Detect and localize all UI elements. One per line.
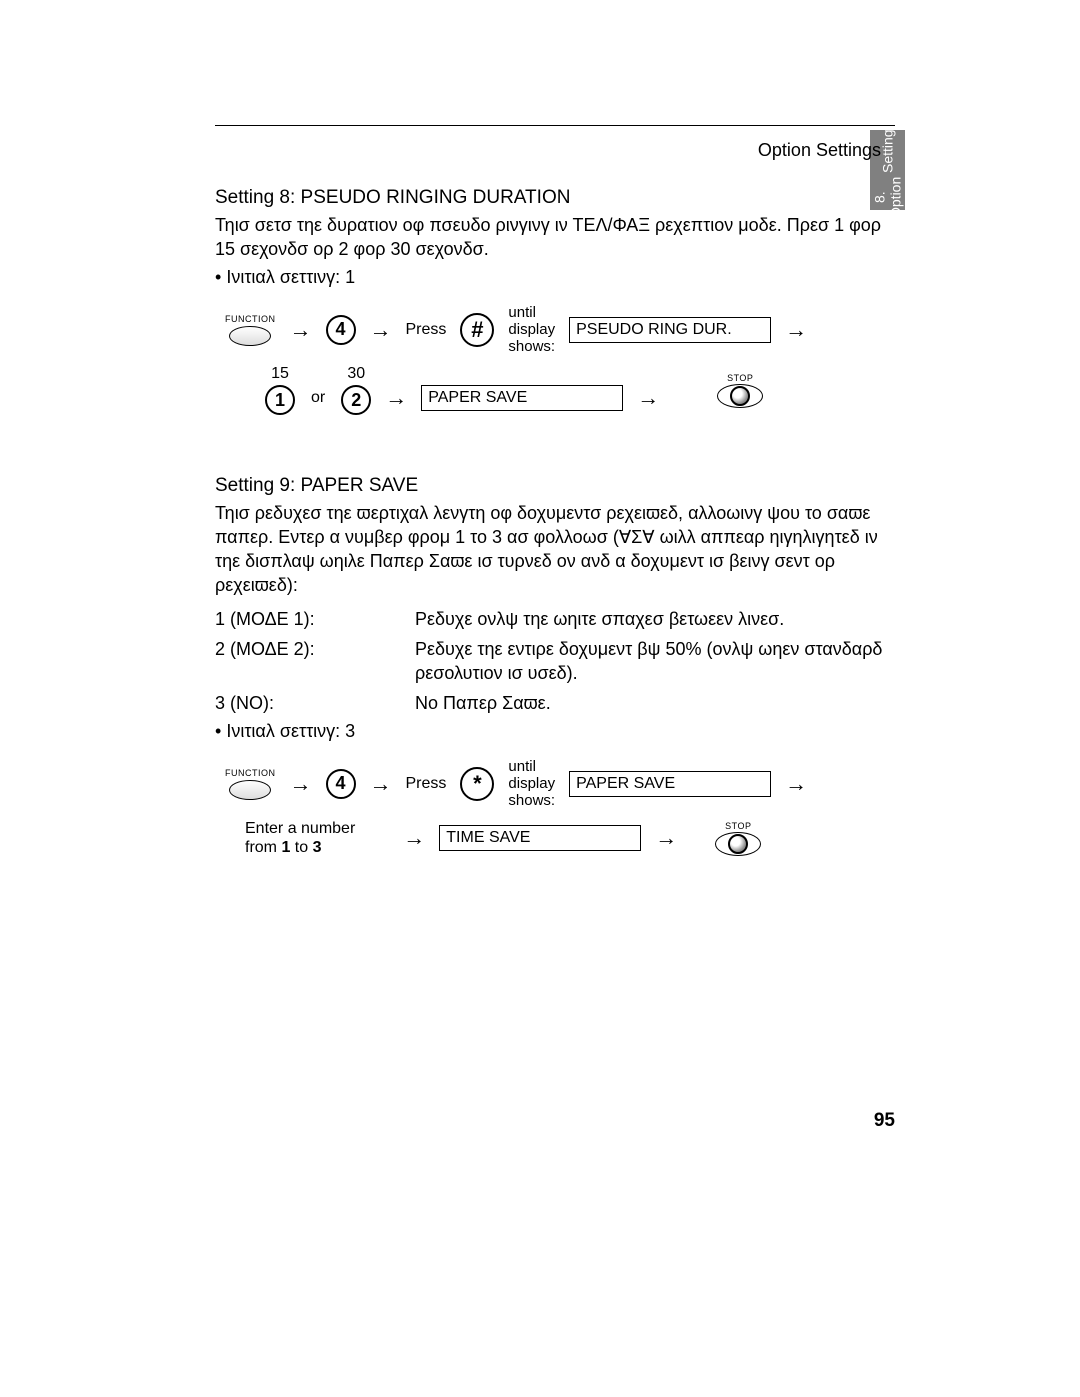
setting9-initial: Ινιτιαλ σεττινγ: 3: [215, 721, 885, 742]
mode-val: Ρεδυχε τηε εντιρε δοχυμεντ βψ 50% (ονλψ …: [415, 637, 885, 685]
stop-button: STOP: [715, 821, 761, 856]
stop-label: STOP: [725, 821, 751, 831]
stop-inner-icon: [730, 386, 750, 406]
until-label: until display shows:: [508, 304, 555, 355]
page-number: 95: [215, 1110, 895, 1132]
setting8-flow-row1: FUNCTION → 4 → Press # until display sho…: [225, 304, 885, 355]
arrow-icon: →: [637, 369, 659, 411]
setting9-desc: Τηισ ρεδυχεσ τηε ϖερτιχαλ λενγτη οφ δοχυ…: [215, 501, 885, 597]
label-15: 15: [271, 365, 289, 383]
page-content: Option Settings Setting 8: PSEUDO RINGIN…: [215, 125, 885, 867]
mode-row: 2 (ΜΟΔΕ 2): Ρεδυχε τηε εντιρε δοχυμεντ β…: [215, 637, 885, 685]
label-30: 30: [347, 365, 365, 383]
setting9-flow-row2: Enter a number from 1 to 3 → TIME SAVE →…: [245, 819, 885, 857]
enter-to-word: to: [290, 839, 312, 856]
display-box-1: PAPER SAVE: [569, 771, 771, 797]
function-button: FUNCTION: [225, 768, 276, 800]
until-label: until display shows:: [508, 758, 555, 809]
mode-key: 2 (ΜΟΔΕ 2):: [215, 637, 415, 685]
enter-from-word: from: [245, 839, 281, 856]
arrow-icon: →: [290, 771, 312, 797]
display-box-2: TIME SAVE: [439, 825, 641, 851]
function-oval-icon: [229, 326, 271, 346]
setting8-initial: Ινιτιαλ σεττινγ: 1: [215, 267, 885, 288]
enter-line1: Enter a number: [245, 820, 355, 837]
stop-inner-icon: [728, 834, 748, 854]
display-box-2: PAPER SAVE: [421, 385, 623, 411]
arrow-icon: →: [785, 317, 807, 343]
arrow-icon: →: [785, 771, 807, 797]
modes-list: 1 (ΜΟΔΕ 1): Ρεδυχε ονλψ τηε ωηιτε σπαχεσ…: [215, 607, 885, 715]
mode-key: 1 (ΜΟΔΕ 1):: [215, 607, 415, 631]
arrow-icon: →: [370, 771, 392, 797]
press-label: Press: [406, 775, 447, 793]
function-oval-icon: [229, 780, 271, 800]
option-30: 30 2: [341, 365, 371, 415]
setting8-desc: Τηισ σετσ τηε δυρατιον οφ πσευδο ρινγινγ…: [215, 213, 885, 261]
key-4: 4: [326, 315, 356, 345]
display-box-1: PSEUDO RING DUR.: [569, 317, 771, 343]
setting8-title: Setting 8: PSEUDO RINGING DURATION: [215, 187, 885, 209]
top-rule: [215, 125, 895, 126]
stop-button: STOP: [717, 373, 763, 408]
arrow-icon: →: [290, 317, 312, 343]
setting9-flow-row1: FUNCTION → 4 → Press * until display sho…: [225, 758, 885, 809]
arrow-icon: →: [385, 369, 407, 411]
arrow-icon: →: [370, 317, 392, 343]
option-15: 15 1: [265, 365, 295, 415]
mode-row: 1 (ΜΟΔΕ 1): Ρεδυχε ονλψ τηε ωηιτε σπαχεσ…: [215, 607, 885, 631]
arrow-icon: →: [655, 825, 677, 851]
arrow-icon: →: [403, 825, 425, 851]
press-label: Press: [406, 321, 447, 339]
key-4: 4: [326, 769, 356, 799]
running-head: Option Settings: [215, 140, 885, 161]
function-label: FUNCTION: [225, 768, 276, 778]
key-2: 2: [341, 385, 371, 415]
mode-val: Ρεδυχε ονλψ τηε ωηιτε σπαχεσ βετωεεν λιν…: [415, 607, 885, 631]
mode-val: Νο Παπερ Σαϖε.: [415, 691, 885, 715]
mode-row: 3 (ΝΟ): Νο Παπερ Σαϖε.: [215, 691, 885, 715]
enter-to-num: 3: [313, 839, 322, 856]
key-1: 1: [265, 385, 295, 415]
stop-oval-icon: [715, 832, 761, 856]
mode-key: 3 (ΝΟ):: [215, 691, 415, 715]
function-label: FUNCTION: [225, 314, 276, 324]
setting9-title: Setting 9: PAPER SAVE: [215, 475, 885, 497]
hash-key: #: [460, 313, 494, 347]
or-label: or: [311, 373, 325, 407]
function-button: FUNCTION: [225, 314, 276, 346]
stop-label: STOP: [727, 373, 753, 383]
star-key: *: [460, 767, 494, 801]
setting8-flow-row2: 15 1 or 30 2 → PAPER SAVE → STOP: [265, 365, 885, 415]
stop-oval-icon: [717, 384, 763, 408]
enter-number-block: Enter a number from 1 to 3: [245, 819, 355, 857]
